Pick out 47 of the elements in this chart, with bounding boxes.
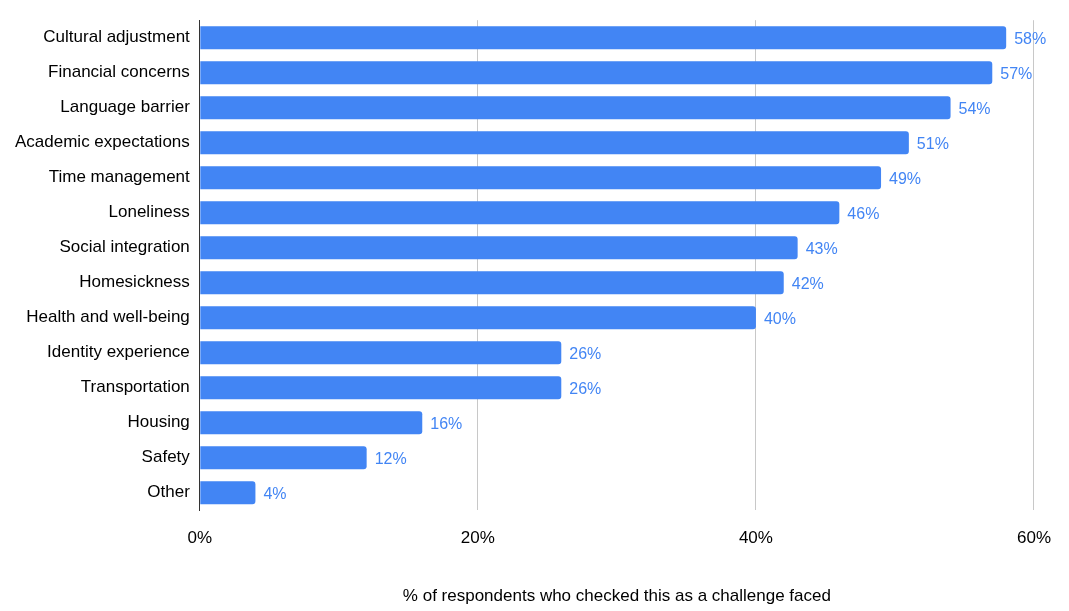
x-tick-label: 60% bbox=[1016, 528, 1051, 548]
data-label: 12% bbox=[374, 450, 407, 468]
y-tick-label: Academic expectations bbox=[14, 132, 190, 152]
y-tick-label: Loneliness bbox=[108, 202, 190, 222]
data-label: 42% bbox=[791, 275, 824, 293]
bar bbox=[200, 26, 1007, 50]
bar bbox=[200, 481, 256, 505]
y-tick-label: Health and well-being bbox=[26, 307, 190, 327]
x-tick-label: 20% bbox=[460, 528, 495, 548]
data-label: 46% bbox=[847, 205, 880, 223]
bar bbox=[200, 306, 756, 330]
bar bbox=[200, 236, 798, 260]
y-tick-label: Transportation bbox=[80, 377, 190, 397]
y-tick-label: Other bbox=[147, 482, 191, 502]
bar bbox=[200, 446, 367, 470]
y-tick-label: Housing bbox=[127, 412, 190, 432]
bar bbox=[200, 341, 562, 365]
data-label: 57% bbox=[1000, 65, 1033, 83]
data-label: 58% bbox=[1014, 30, 1047, 48]
data-label: 26% bbox=[569, 380, 602, 398]
bar bbox=[200, 166, 882, 190]
bar bbox=[200, 411, 423, 435]
x-tick-label: 40% bbox=[738, 528, 773, 548]
bar bbox=[200, 201, 840, 225]
y-tick-label: Cultural adjustment bbox=[43, 27, 191, 47]
y-tick-label: Safety bbox=[141, 447, 191, 467]
bar bbox=[200, 271, 784, 295]
bar bbox=[200, 96, 951, 120]
y-tick-label: Social integration bbox=[59, 237, 190, 257]
y-tick-label: Time management bbox=[48, 167, 191, 187]
y-tick-label: Homesickness bbox=[79, 272, 190, 292]
data-label: 43% bbox=[805, 240, 838, 258]
bar bbox=[200, 376, 562, 400]
data-label: 26% bbox=[569, 345, 602, 363]
bar bbox=[200, 131, 909, 155]
y-tick-label: Identity experience bbox=[47, 342, 190, 362]
bar bbox=[200, 61, 993, 85]
data-label: 51% bbox=[916, 135, 949, 153]
data-label: 49% bbox=[889, 170, 922, 188]
data-label: 40% bbox=[763, 310, 796, 328]
data-label: 16% bbox=[430, 415, 463, 433]
y-tick-label: Language barrier bbox=[60, 97, 191, 117]
x-axis-title: % of respondents who checked this as a challenge faced bbox=[402, 586, 831, 606]
y-tick-label: Financial concerns bbox=[48, 62, 190, 82]
data-label: 54% bbox=[958, 100, 991, 118]
x-tick-label: 0% bbox=[187, 528, 213, 548]
data-label: 4% bbox=[263, 485, 287, 503]
